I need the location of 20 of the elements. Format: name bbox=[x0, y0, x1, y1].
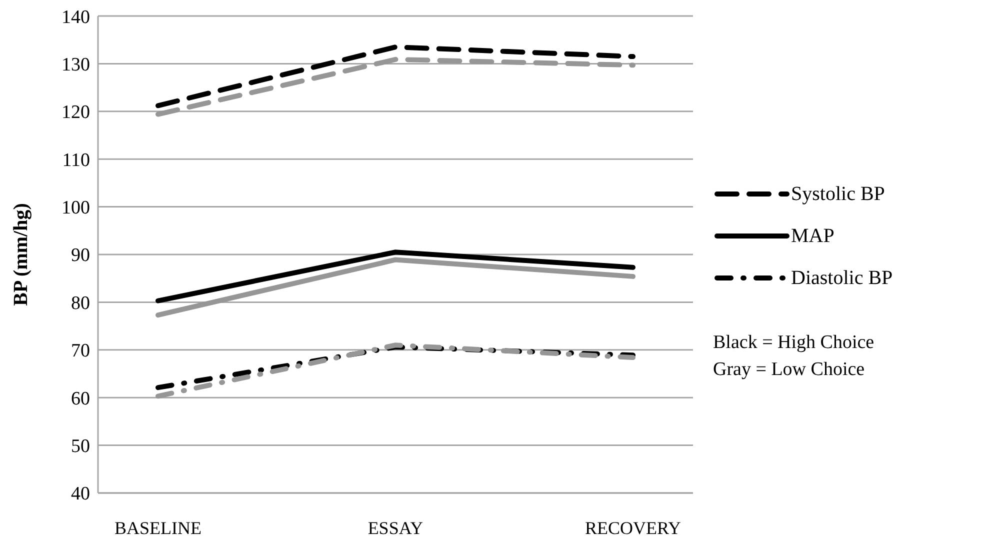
legend-label: Diastolic BP bbox=[791, 266, 893, 290]
y-tick-label: 90 bbox=[71, 245, 90, 266]
y-tick-label: 140 bbox=[62, 6, 90, 28]
y-tick-label: 120 bbox=[62, 102, 90, 124]
legend-label: MAP bbox=[791, 224, 834, 248]
x-tick-label: ESSAY bbox=[368, 518, 424, 538]
y-axis-title: BP (mm/hg) bbox=[10, 203, 32, 306]
text: Gray = Low Choice bbox=[713, 358, 866, 382]
legend-label: Systolic BP bbox=[791, 182, 885, 206]
y-tick-label: 60 bbox=[71, 388, 90, 410]
y-tick-label: 110 bbox=[62, 150, 90, 171]
text: Black = High Choice bbox=[713, 331, 876, 355]
x-tick-label: RECOVERY bbox=[584, 518, 682, 538]
y-tick-label: 50 bbox=[71, 436, 90, 458]
x-tick-label: BASELINE bbox=[114, 518, 202, 538]
y-tick-label: 130 bbox=[62, 54, 90, 76]
y-tick-label: 40 bbox=[71, 484, 90, 505]
y-tick-label: 80 bbox=[71, 292, 90, 314]
y-tick-label: 100 bbox=[62, 198, 90, 219]
y-tick-label: 70 bbox=[71, 340, 90, 362]
